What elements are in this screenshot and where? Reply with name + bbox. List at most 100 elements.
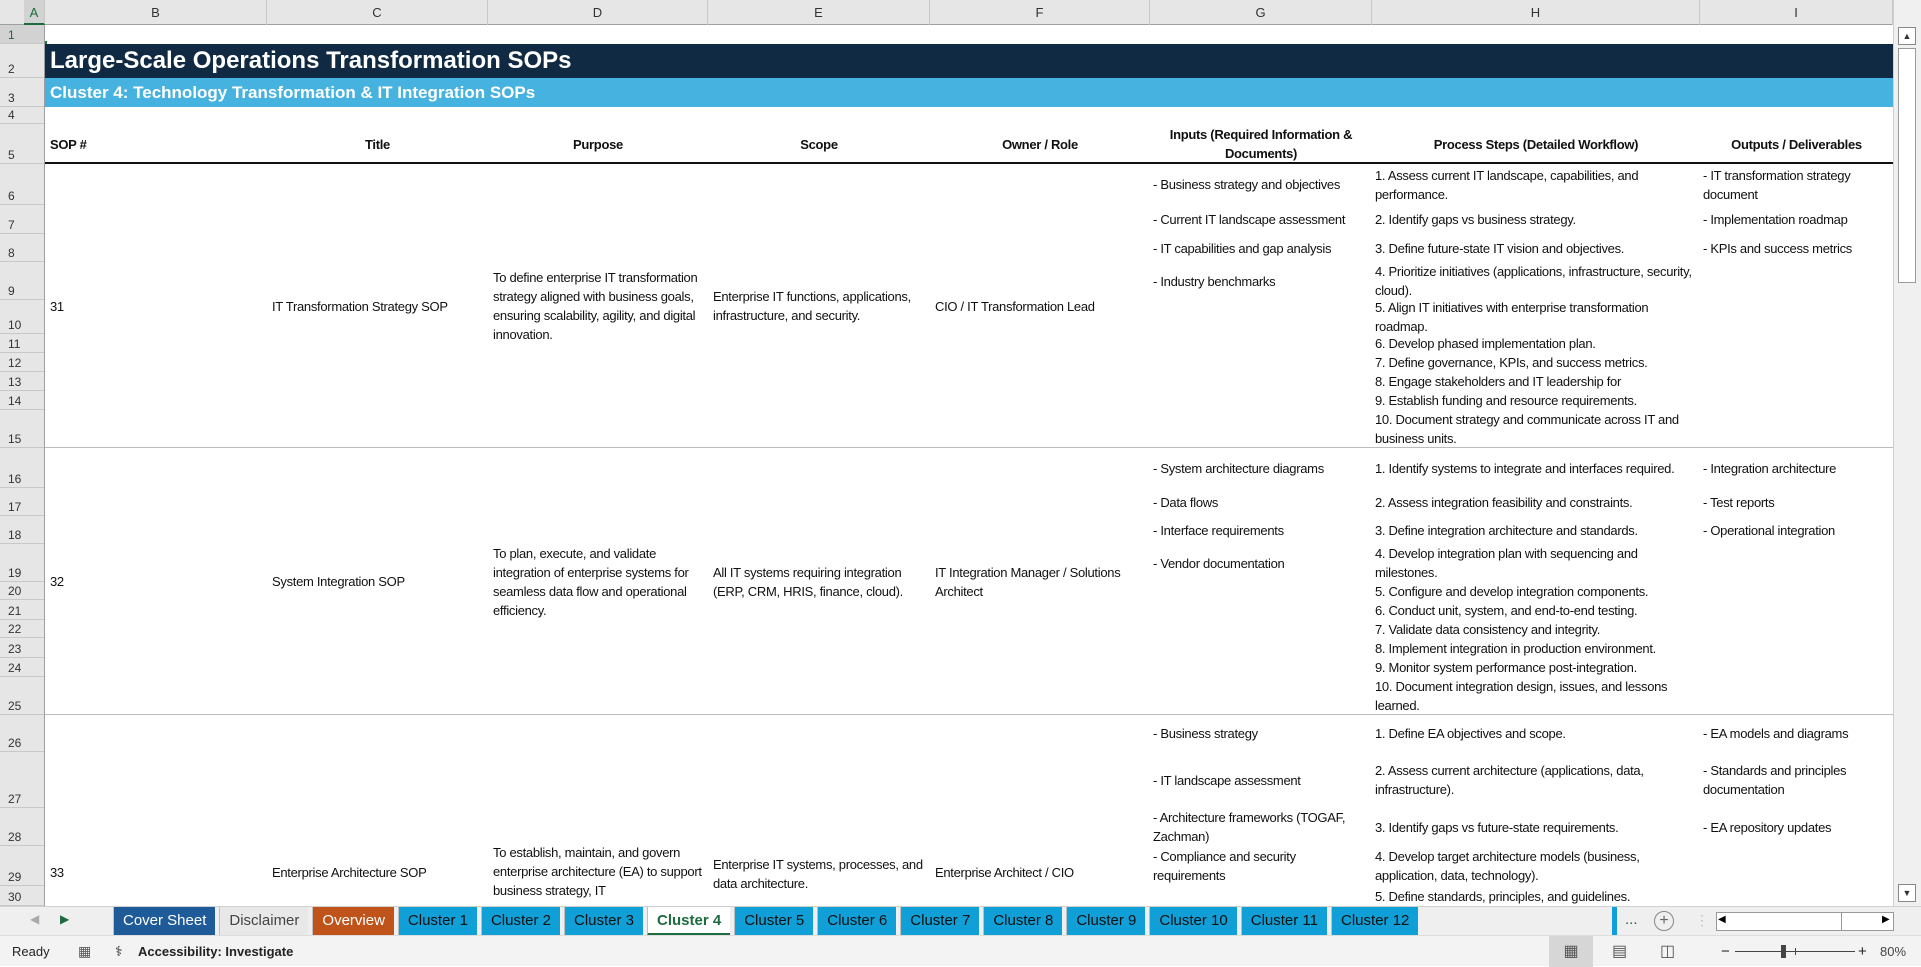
input-item[interactable]: - Compliance and security requirements [1153,849,1296,883]
row-header-9[interactable]: 9 [0,262,44,300]
output-item[interactable]: - Implementation roadmap [1703,212,1848,227]
page-break-view-icon[interactable]: ◫ [1660,943,1676,960]
column-header-c[interactable]: C [267,0,488,25]
output-item[interactable]: - Operational integration [1703,522,1835,538]
row-header-6[interactable]: 6 [0,164,44,205]
tab-scroll-right-icon[interactable]: ▶ [60,912,70,926]
macro-record-icon[interactable]: ▦ [78,943,92,959]
sheet-tab-cluster-3[interactable]: Cluster 3 [563,907,644,935]
output-item[interactable]: - EA repository updates [1703,819,1832,835]
row-header-18[interactable]: 18 [0,516,44,544]
row-header-12[interactable]: 12 [0,353,44,372]
row-header-13[interactable]: 13 [0,372,44,391]
add-sheet-icon[interactable]: + [1654,911,1674,931]
accessibility-status[interactable]: Accessibility: Investigate [138,944,294,959]
input-item[interactable]: - System architecture diagrams [1153,460,1324,476]
row-header-29[interactable]: 29 [0,846,44,886]
process-step[interactable]: 10. Document integration design, issues,… [1375,679,1668,713]
process-step[interactable]: 3. Define integration architecture and s… [1375,522,1638,538]
sop-purpose[interactable]: To define enterprise IT transformation s… [493,270,698,342]
process-step[interactable]: 1. Identify systems to integrate and int… [1375,460,1675,476]
process-step[interactable]: 5. Define standards, principles, and gui… [1375,888,1631,904]
process-step[interactable]: 4. Develop integration plan with sequenc… [1375,546,1638,580]
zoom-out-button[interactable]: − [1721,943,1730,960]
row-header-23[interactable]: 23 [0,638,44,658]
row-header-26[interactable]: 26 [0,715,44,752]
row-header-2[interactable]: 2 [0,44,44,78]
column-header-g[interactable]: G [1150,0,1372,25]
row-header-11[interactable]: 11 [0,334,44,353]
sheet-tab-cluster-9[interactable]: Cluster 9 [1066,907,1146,935]
process-step[interactable]: 8. Implement integration in production e… [1375,640,1656,656]
sheet-tab-cluster-11[interactable]: Cluster 11 [1240,907,1328,935]
row-header-7[interactable]: 7 [0,205,44,234]
process-step[interactable]: 6. Conduct unit, system, and end-to-end … [1375,602,1638,618]
output-item[interactable]: - Standards and principles documentation [1703,763,1847,797]
sop-owner[interactable]: Enterprise Architect / CIO [935,865,1074,880]
output-item[interactable]: - KPIs and success metrics [1703,240,1852,256]
input-item[interactable]: - Architecture frameworks (TOGAF, Zachma… [1153,810,1346,844]
sheet-tab-cluster-5[interactable]: Cluster 5 [734,907,814,935]
process-step[interactable]: 1. Define EA objectives and scope. [1375,726,1566,741]
zoom-level[interactable]: 80% [1880,944,1907,959]
worksheet-grid[interactable]: Large-Scale Operations Transformation SO… [45,25,1893,906]
vertical-scrollbar[interactable]: ▲ ▼ [1893,0,1921,906]
process-step[interactable]: 2. Identify gaps vs business strategy. [1375,212,1576,227]
output-item[interactable]: - Test reports [1703,494,1775,510]
process-step[interactable]: 10. Document strategy and communicate ac… [1375,412,1679,446]
row-header-28[interactable]: 28 [0,808,44,846]
process-step[interactable]: 5. Configure and develop integration com… [1375,583,1649,599]
column-header-d[interactable]: D [488,0,708,25]
sop-scope[interactable]: Enterprise IT functions, applications, i… [713,289,911,323]
row-header-14[interactable]: 14 [0,391,44,410]
row-header-17[interactable]: 17 [0,488,44,516]
process-step[interactable]: 2. Assess current architecture (applicat… [1375,763,1644,797]
sop-scope[interactable]: All IT systems requiring integration (ER… [713,564,903,599]
input-item[interactable]: - Vendor documentation [1153,555,1285,571]
horizontal-scroll-thumb[interactable] [1727,913,1842,930]
sheet-tab-disclaimer[interactable]: Disclaimer [219,907,309,935]
process-step[interactable]: 4. Prioritize initiatives (applications,… [1375,264,1692,298]
sop-scope[interactable]: Enterprise IT systems, processes, and da… [713,857,923,891]
input-item[interactable]: - IT capabilities and gap analysis [1153,240,1332,256]
sheet-tab-cluster-12[interactable]: Cluster 12 [1331,907,1419,935]
sop-purpose[interactable]: To plan, execute, and validate integrati… [493,545,689,618]
column-header-f[interactable]: F [930,0,1150,25]
column-header-e[interactable]: E [708,0,930,25]
sheet-tab-cluster-6[interactable]: Cluster 6 [817,907,897,935]
sheet-tab-cluster-1[interactable]: Cluster 1 [397,907,477,935]
row-header-19[interactable]: 19 [0,544,44,582]
input-item[interactable]: - Data flows [1153,494,1219,510]
sheet-tab-cluster-8[interactable]: Cluster 8 [983,907,1063,935]
row-header-16[interactable]: 16 [0,448,44,488]
process-step[interactable]: 7. Define governance, KPIs, and success … [1375,355,1648,370]
horizontal-scrollbar[interactable]: ◀ [1716,912,1894,931]
process-step[interactable]: 3. Identify gaps vs future-state require… [1375,819,1619,835]
row-header-10[interactable]: 10 [0,300,44,334]
process-step[interactable]: 6. Develop phased implementation plan. [1375,336,1596,351]
scroll-down-arrow-icon[interactable]: ▼ [1898,884,1916,902]
row-header-30[interactable]: 30 [0,886,44,906]
row-header-5[interactable]: 5 [0,124,44,164]
row-header-4[interactable]: 4 [0,107,44,124]
sheet-tab-overview[interactable]: Overview [312,907,394,935]
input-item[interactable]: - Interface requirements [1153,522,1284,538]
process-step[interactable]: 3. Define future-state IT vision and obj… [1375,240,1625,256]
process-step[interactable]: 9. Establish funding and resource requir… [1375,393,1637,408]
zoom-slider[interactable] [1735,945,1855,958]
sop-owner[interactable]: IT Integration Manager / Solutions Archi… [935,564,1121,599]
splitter-handle-icon[interactable]: ⋮ [1695,912,1709,928]
output-item[interactable]: - IT transformation strategy document [1703,167,1851,202]
row-header-25[interactable]: 25 [0,677,44,715]
column-header-b[interactable]: B [45,0,267,25]
sop-title[interactable]: IT Transformation Strategy SOP [272,298,448,314]
normal-view-icon[interactable]: ▦ [1549,936,1593,967]
column-header-a[interactable]: A [24,0,45,25]
zoom-in-button[interactable]: + [1858,943,1867,960]
process-step[interactable]: 9. Monitor system performance post-integ… [1375,660,1637,675]
sheet-tab-cover-sheet[interactable]: Cover Sheet [113,907,216,935]
sop-title[interactable]: System Integration SOP [272,574,405,589]
row-header-24[interactable]: 24 [0,658,44,677]
sop-purpose[interactable]: To establish, maintain, and govern enter… [493,845,702,898]
sheet-tab-cluster-10[interactable]: Cluster 10 [1149,907,1237,935]
